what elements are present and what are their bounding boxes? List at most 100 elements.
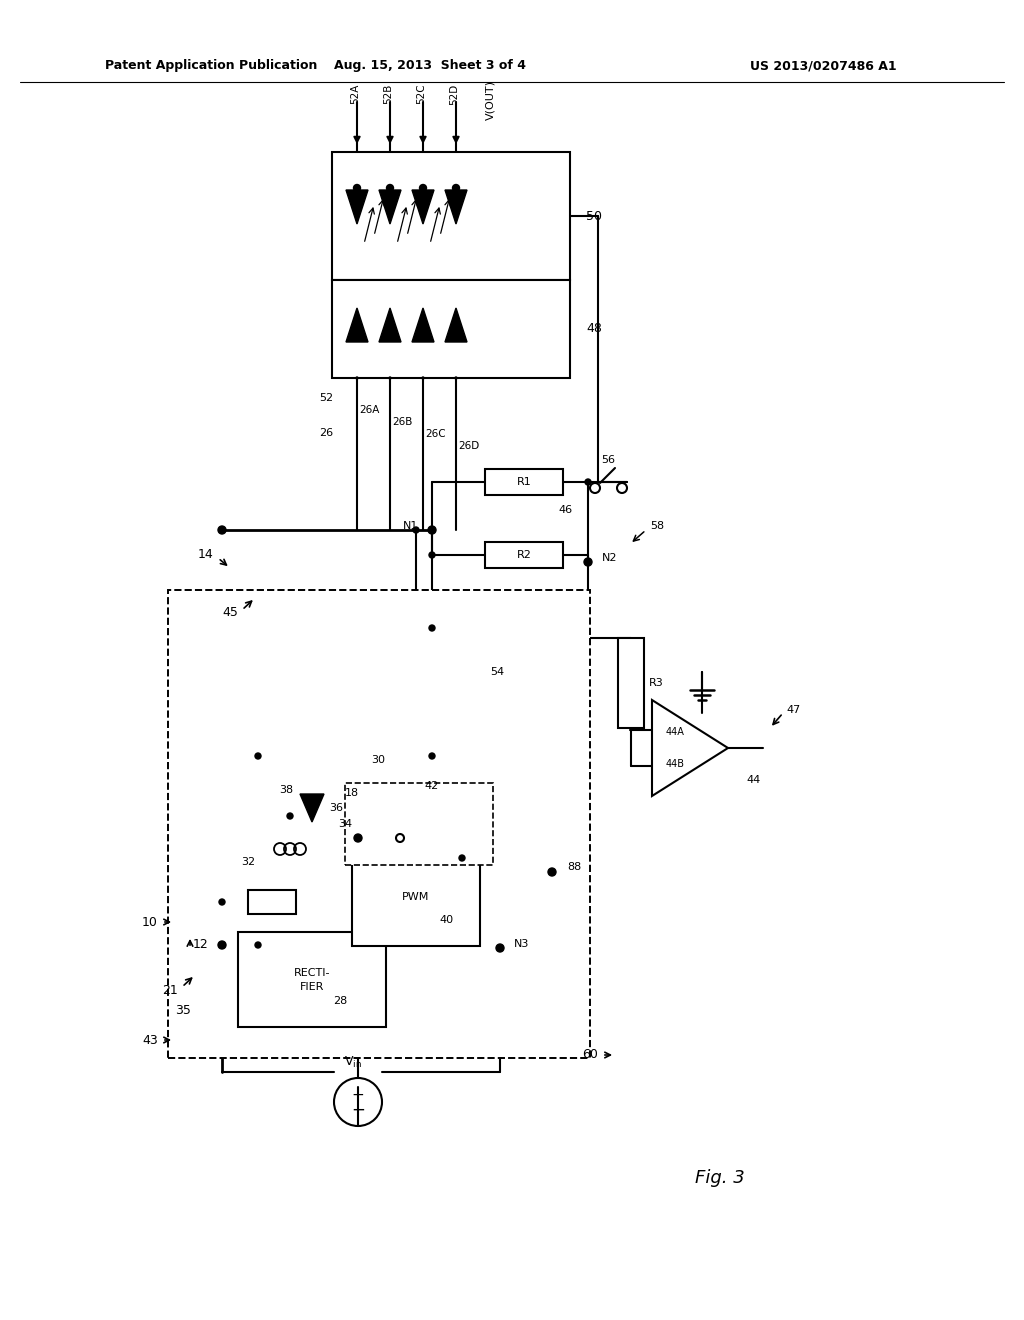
Text: 10: 10	[142, 916, 158, 928]
Bar	[332, 152, 570, 280]
Text: V(OUT): V(OUT)	[485, 81, 495, 120]
Circle shape	[386, 185, 393, 191]
Text: R1: R1	[517, 477, 531, 487]
Polygon shape	[445, 308, 467, 342]
Circle shape	[218, 941, 226, 949]
Text: 52: 52	[318, 393, 333, 403]
Polygon shape	[346, 308, 368, 342]
Circle shape	[496, 944, 504, 952]
Polygon shape	[379, 190, 401, 224]
Text: 18: 18	[345, 788, 359, 799]
Circle shape	[354, 834, 362, 842]
Circle shape	[455, 378, 457, 379]
Text: 26A: 26A	[359, 405, 379, 414]
Text: Aug. 15, 2013  Sheet 3 of 4: Aug. 15, 2013 Sheet 3 of 4	[334, 59, 526, 73]
Text: 44B: 44B	[666, 759, 684, 770]
Text: 34: 34	[338, 818, 352, 829]
Bar	[238, 932, 386, 1027]
Text: 47: 47	[786, 705, 800, 715]
Text: −: −	[351, 1101, 365, 1119]
Polygon shape	[445, 190, 467, 224]
Bar	[345, 783, 493, 865]
Circle shape	[219, 942, 225, 948]
Text: 52C: 52C	[416, 83, 426, 104]
Bar	[485, 543, 563, 568]
Text: 26: 26	[318, 428, 333, 438]
Text: 48: 48	[586, 322, 602, 335]
Circle shape	[389, 378, 391, 379]
Text: 38: 38	[279, 785, 293, 795]
Text: N3: N3	[514, 939, 529, 949]
Circle shape	[584, 558, 592, 566]
Text: PWM: PWM	[402, 892, 430, 902]
Polygon shape	[379, 308, 401, 342]
Bar	[485, 469, 563, 495]
Text: 26D: 26D	[458, 441, 479, 451]
Text: N1: N1	[402, 521, 418, 531]
Circle shape	[429, 752, 435, 759]
Text: 54: 54	[490, 667, 504, 677]
Polygon shape	[300, 795, 324, 822]
Circle shape	[420, 185, 427, 191]
Circle shape	[453, 185, 460, 191]
Bar	[618, 638, 644, 729]
Text: 44: 44	[746, 775, 760, 785]
Text: 56: 56	[601, 455, 615, 465]
Text: 44A: 44A	[666, 727, 684, 737]
Circle shape	[356, 378, 358, 379]
Bar	[168, 590, 590, 1059]
Text: US 2013/0207486 A1: US 2013/0207486 A1	[750, 59, 897, 73]
Text: 60: 60	[582, 1048, 598, 1061]
Text: 14: 14	[198, 549, 213, 561]
Text: 58: 58	[650, 521, 665, 531]
Bar	[248, 890, 296, 913]
Text: FIER: FIER	[300, 982, 325, 991]
Circle shape	[548, 869, 556, 876]
Text: 12: 12	[193, 937, 209, 950]
Text: 43: 43	[142, 1034, 158, 1047]
Text: R3: R3	[648, 678, 664, 688]
Circle shape	[255, 752, 261, 759]
Text: 50: 50	[586, 210, 602, 223]
Text: 36: 36	[329, 803, 343, 813]
Bar	[332, 280, 570, 378]
Text: RECTI-: RECTI-	[294, 969, 331, 978]
Text: 26C: 26C	[425, 429, 445, 440]
Circle shape	[585, 479, 591, 484]
Text: 28: 28	[333, 997, 347, 1006]
Text: 88: 88	[567, 862, 582, 873]
Text: N2: N2	[602, 553, 617, 564]
Circle shape	[219, 899, 225, 906]
Text: 21: 21	[162, 983, 178, 997]
Text: 30: 30	[371, 755, 385, 766]
Text: R2: R2	[516, 550, 531, 560]
Circle shape	[428, 525, 436, 535]
Text: 52D: 52D	[449, 83, 459, 104]
Text: Patent Application Publication: Patent Application Publication	[105, 59, 317, 73]
Text: 52A: 52A	[350, 83, 360, 104]
Text: +: +	[351, 1089, 365, 1104]
Text: Fig. 3: Fig. 3	[695, 1170, 744, 1187]
Circle shape	[459, 855, 465, 861]
Circle shape	[287, 813, 293, 818]
Text: 45: 45	[222, 606, 238, 619]
Circle shape	[353, 185, 360, 191]
Text: 40: 40	[439, 915, 453, 925]
Circle shape	[218, 525, 226, 535]
Circle shape	[413, 527, 419, 533]
Circle shape	[429, 552, 435, 558]
Circle shape	[255, 942, 261, 948]
Text: 46: 46	[558, 506, 572, 515]
Text: $\mathrm{V_{in}}$: $\mathrm{V_{in}}$	[344, 1055, 361, 1069]
Text: 32: 32	[241, 857, 255, 867]
Bar	[352, 858, 480, 946]
Text: 26B: 26B	[392, 417, 413, 426]
Circle shape	[422, 378, 424, 379]
Polygon shape	[412, 190, 434, 224]
Polygon shape	[412, 308, 434, 342]
Circle shape	[429, 624, 435, 631]
Text: 52B: 52B	[383, 83, 393, 104]
Text: 42: 42	[425, 781, 439, 791]
Polygon shape	[346, 190, 368, 224]
Text: 35: 35	[175, 1003, 190, 1016]
